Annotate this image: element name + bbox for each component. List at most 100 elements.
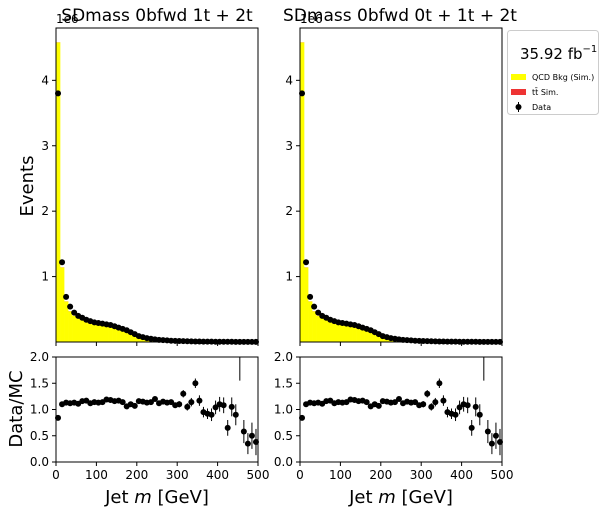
qcd-hist-bar [116,329,121,342]
ratio-point [244,440,251,447]
legend-data-label: Data [532,103,551,112]
ratio-y-tick-label: 0.5 [30,429,49,443]
ratio-point [363,399,370,406]
qcd-hist-bar [320,318,325,342]
ratio-point [468,424,475,431]
qcd-hist-bar [64,301,69,342]
qcd-hist-bar [112,328,117,342]
qcd-hist-bar [92,324,97,342]
data-point [63,293,70,300]
panel-1-x-axis-label: Jet m [GeV] [104,487,209,508]
data-point [55,90,62,97]
ratio-point [420,401,427,408]
qcd-hist-bar [56,42,61,343]
ratio-y-tick-label: 0.0 [274,455,293,469]
ratio-y-tick-label: 0.0 [30,455,49,469]
ratio-point [224,424,231,431]
qcd-hist-bar [312,311,317,342]
panel-2-x-axis-label: Jet m [GeV] [348,487,453,508]
legend-data-marker [515,104,522,110]
qcd-hist-bar [96,324,101,342]
y-tick-label: 3 [285,139,293,153]
qcd-hist-bar [300,42,305,343]
ratio-point [424,390,431,397]
ratio-y-tick-label: 1.0 [274,403,293,417]
data-point [307,293,314,300]
panel-1-title: SDmass 0bfwd 1t + 2t [61,6,253,26]
ratio-point [484,428,491,435]
ratio-point [299,414,306,421]
ratio-point [228,403,235,410]
qcd-hist-bar [336,324,341,342]
qcd-hist-bar [104,326,109,342]
lumi-exponent: −1 [583,44,598,55]
x-label-prefix: Jet [348,487,378,508]
ratio-point [391,399,398,406]
qcd-hist-bar [128,333,134,342]
data-point [299,90,306,97]
ratio-y-tick-label: 1.5 [274,376,293,390]
ratio-point [180,390,187,397]
qcd-hist-bar [76,318,81,342]
ratio-plot-frame [55,356,259,463]
qcd-hist-bar [348,326,353,342]
ratio-point [176,401,183,408]
ratio-point [412,399,419,406]
ratio-point [196,397,203,404]
qcd-hist-bar [120,330,125,342]
y-tick-label: 3 [41,139,49,153]
qcd-hist-bar [372,333,378,342]
x-tick-label: 300 [410,468,433,482]
qcd-hist-bar [328,322,333,342]
qcd-hist-bar [304,267,309,342]
ratio-point [168,399,175,406]
x-tick-label: 200 [125,468,148,482]
panel-2-main-plot: 1 2 3 4 [285,27,503,346]
qcd-hist-bar [308,301,313,342]
qcd-hist-bar [340,324,345,342]
legend-ttbar-swatch [511,89,526,95]
ratio-point [488,440,495,447]
x-tick-label: 0 [296,468,304,482]
panel-2-ratio-plot: 0.0 0.5 1.0 1.5 2.0 0 100 200 300 400 500 [274,350,514,482]
ratio-point [232,411,239,418]
ratio-point [432,399,439,406]
ratio-point [240,428,247,435]
ratio-point [131,402,138,409]
qcd-hist-bar [100,325,105,342]
ratio-point [440,397,447,404]
panel-2-exponent: 1e6 [300,12,323,26]
qcd-hist-bar [88,323,93,342]
data-point [311,303,318,310]
data-point [303,259,310,266]
legend-lumi: 35.92 fb−1 [520,44,597,63]
ratio-y-tick-label: 2.0 [274,350,293,364]
legend-ttbar-label: tt̄ Sim. [532,87,558,97]
ratio-point [472,403,479,410]
y-axis-label-events: Events [17,156,38,217]
ratio-y-tick-label: 0.5 [274,429,293,443]
x-label-unit: [GeV] [152,487,209,508]
ratio-y-tick-label: 1.0 [30,403,49,417]
ratio-point [212,404,219,411]
legend: 35.92 fb−1 QCD Bkg (Sim.) tt̄ Sim. Data [507,30,599,115]
qcd-hist-bar [316,315,321,342]
main-plot-frame [55,27,259,343]
ratio-y-tick-label: 1.5 [30,376,49,390]
ratio-point [151,396,158,402]
qcd-hist-bar [84,322,89,342]
legend-qcd-label: QCD Bkg (Sim.) [532,73,594,82]
qcd-hist-bar [108,327,113,342]
x-tick-label: 400 [206,468,229,482]
x-label-unit: [GeV] [396,487,453,508]
ratio-point [428,403,435,410]
x-label-italic: m [134,487,152,508]
qcd-hist-bar [364,330,369,342]
qcd-hist-bar [80,320,85,342]
data-point [59,259,66,266]
ratio-point [452,411,459,418]
ratio-point [375,402,382,409]
legend-qcd-swatch [511,74,526,80]
ratio-point [147,399,154,406]
